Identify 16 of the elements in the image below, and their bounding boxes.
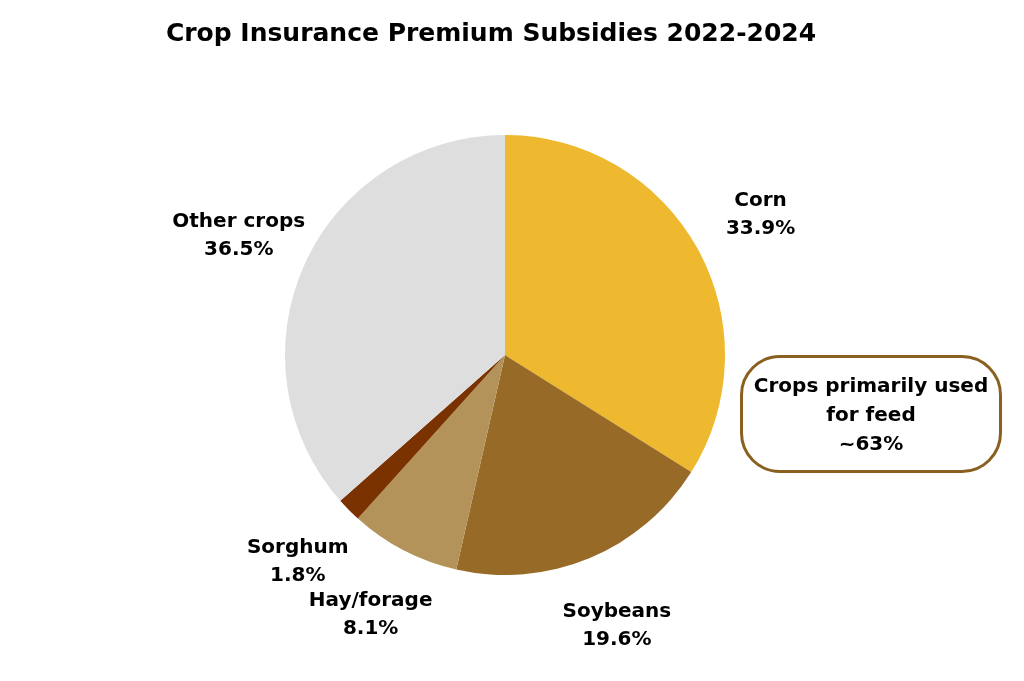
pie-slice xyxy=(505,135,725,473)
pie-slice xyxy=(456,355,692,575)
pie-slice xyxy=(340,355,505,519)
data-label: 33.9% xyxy=(725,214,796,239)
rounded-label-box: Crops primarily used for feed ~63% xyxy=(740,355,1002,473)
data-label: 19.6% xyxy=(582,625,652,650)
slice-label: Soybeans xyxy=(562,597,672,622)
slice-label: Sorghum xyxy=(246,533,349,558)
slice-label: Other crops xyxy=(172,208,306,233)
pie-slice xyxy=(357,355,505,570)
slice-label: Corn xyxy=(734,186,787,211)
data-label: 36.5% xyxy=(204,236,274,261)
data-label: 8.1% xyxy=(342,615,399,640)
slice-label: Hay/forage xyxy=(308,587,433,612)
data-label: 1.8% xyxy=(269,561,326,586)
chart-title: Crop Insurance Premium Subsidies 2022-2024 xyxy=(165,18,817,47)
